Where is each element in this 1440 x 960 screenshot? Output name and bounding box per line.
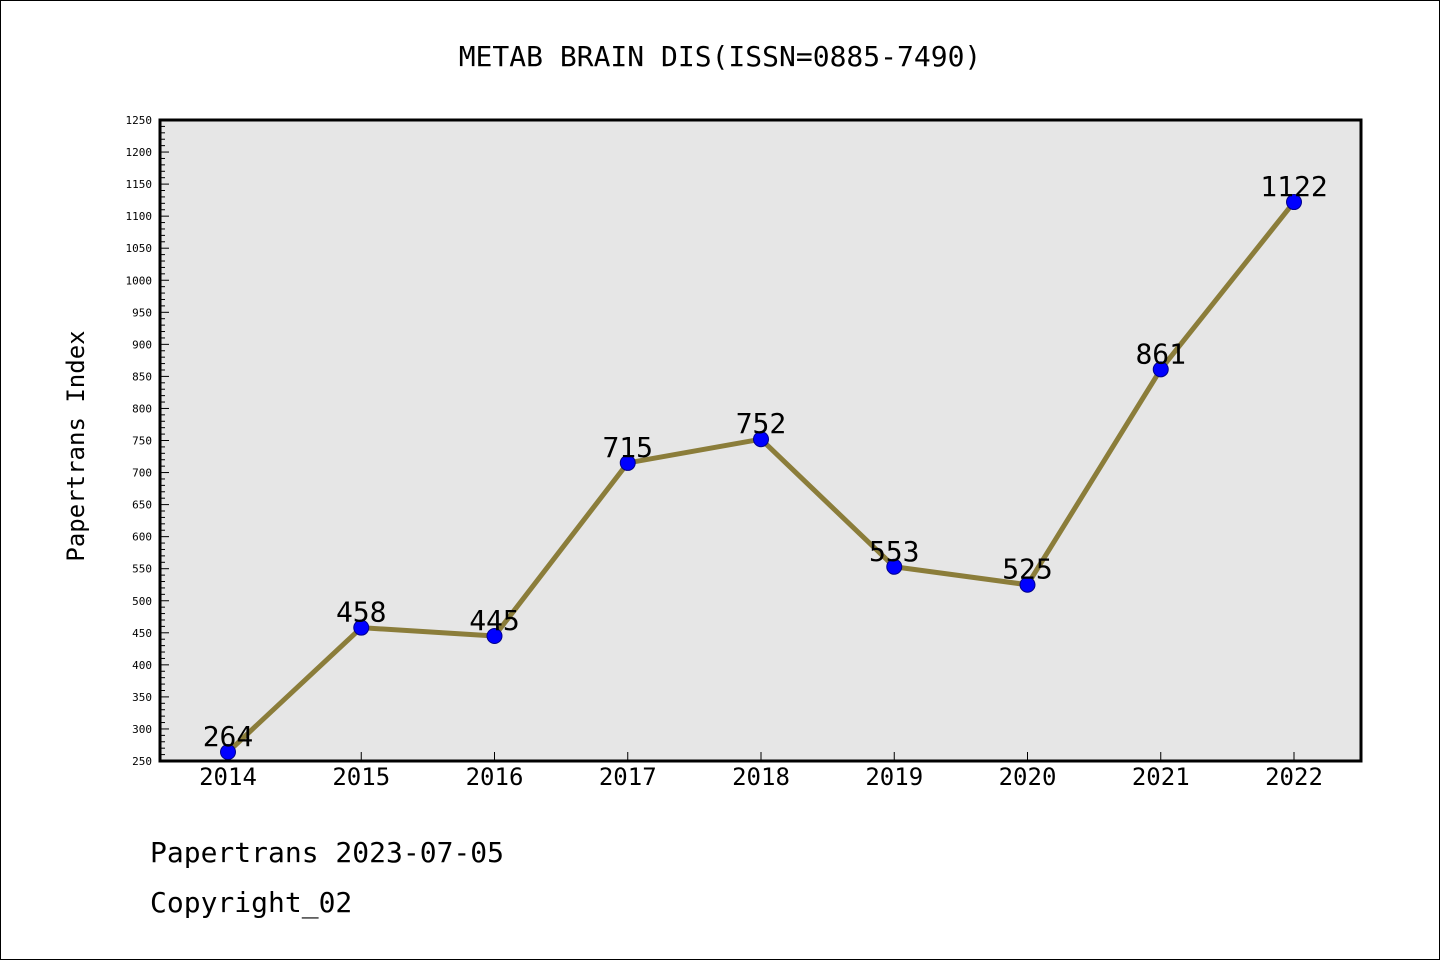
y-tick-label: 1250: [126, 114, 153, 127]
y-tick-label: 250: [132, 755, 152, 768]
y-tick-label: 400: [132, 659, 152, 672]
data-point: [1019, 576, 1036, 593]
y-tick-label: 700: [132, 467, 152, 480]
y-tick-label: 1000: [126, 274, 153, 287]
y-tick-label: 750: [132, 435, 152, 448]
y-tick-label: 950: [132, 306, 152, 319]
y-tick-label: 900: [132, 338, 152, 351]
data-point: [753, 431, 769, 448]
data-point: [1152, 361, 1169, 378]
data-label: 861: [1135, 337, 1186, 370]
data-point: [353, 619, 370, 636]
y-tick-label: 500: [132, 595, 152, 608]
x-tick-label: 2021: [1132, 763, 1190, 791]
x-axis: 2014 2015 2016 2017 2018 2019 2020 2021 2022: [199, 752, 1323, 791]
data-point: [886, 558, 903, 575]
y-tick-label: 450: [132, 627, 152, 640]
y-axis: 250 300 350 400 450 500 550 600 650 700 750 800 850 9…: [126, 114, 169, 768]
y-tick-label: 350: [132, 691, 152, 704]
chart-title: METAB BRAIN DIS(ISSN=0885-7490): [459, 40, 982, 73]
footer-copyright-text: Copyright_02: [150, 886, 353, 919]
x-tick-label: 2019: [865, 763, 923, 791]
y-tick-label: 800: [132, 402, 152, 415]
y-tick-label: 1200: [126, 146, 153, 159]
data-point: [486, 628, 503, 645]
data-label: 1122: [1260, 170, 1327, 203]
x-tick-label: 2022: [1265, 763, 1323, 791]
x-tick-label: 2020: [999, 763, 1057, 791]
data-label: 264: [203, 720, 254, 753]
y-axis-label: Papertrans Index: [62, 330, 90, 561]
x-tick-label: 2018: [732, 763, 790, 791]
data-point: [1286, 194, 1302, 211]
data-label: 715: [602, 431, 653, 464]
x-tick-label: 2017: [599, 763, 657, 791]
data-labels: 264 458 445 715 752 553 525 861 1122: [203, 170, 1328, 753]
y-tick-label: 600: [132, 531, 152, 544]
data-point: [619, 454, 636, 471]
series-markers: [220, 194, 1302, 761]
footer-date-text: Papertrans 2023-07-05: [150, 836, 505, 869]
y-tick-label: 1150: [126, 178, 153, 191]
data-label: 752: [736, 407, 787, 440]
y-tick-label: 550: [132, 563, 152, 576]
x-tick-label: 2015: [332, 763, 390, 791]
plot-border: [158, 118, 1363, 763]
data-label: 525: [1002, 553, 1053, 586]
x-tick-label: 2014: [199, 763, 257, 791]
y-tick-label: 300: [132, 723, 152, 736]
data-label: 458: [336, 596, 387, 629]
data-label: 445: [469, 604, 520, 637]
y-tick-label: 650: [132, 499, 152, 512]
y-tick-label: 1100: [126, 210, 153, 223]
data-label: 553: [869, 535, 920, 568]
y-tick-label: 1050: [126, 242, 153, 255]
x-tick-label: 2016: [466, 763, 524, 791]
y-tick-label: 850: [132, 370, 152, 383]
